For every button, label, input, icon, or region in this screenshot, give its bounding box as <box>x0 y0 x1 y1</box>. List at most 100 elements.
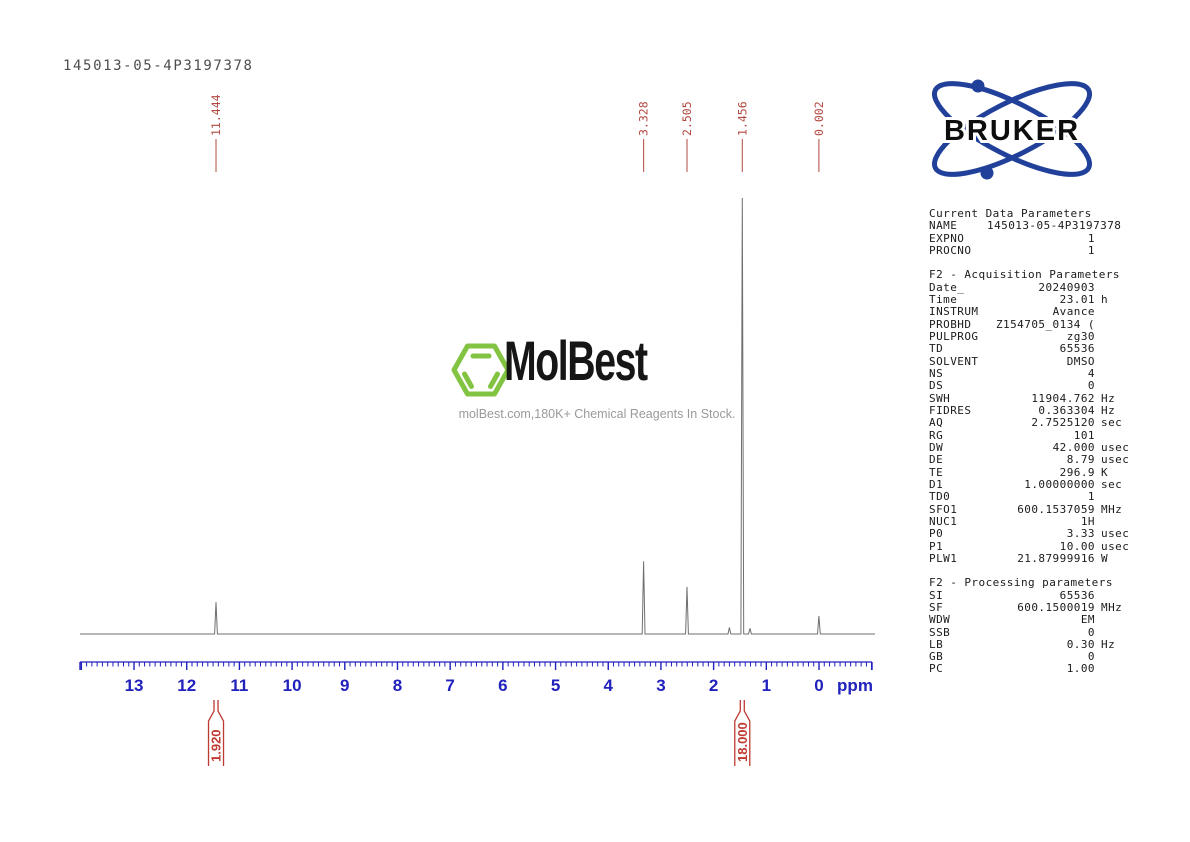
param-row: NUC1 1H <box>929 515 1139 528</box>
param-name: SOLVENT <box>929 354 979 368</box>
param-name: SF <box>929 600 944 614</box>
param-name: PC <box>929 662 944 676</box>
spectrum-trace <box>80 197 875 635</box>
sample-name: 145013-05-4P3197378 <box>63 58 254 74</box>
param-unit <box>1095 343 1139 355</box>
param-value: Avance <box>1052 305 1095 319</box>
param-name: TD <box>929 342 944 356</box>
param-row: INSTRUM Avance <box>929 305 1139 319</box>
param-row: SF 600.1500019 MHz <box>929 600 1139 614</box>
param-name: NAME <box>929 219 958 233</box>
parameter-listing: Current Data Parameters NAME 145013-05-4P3… <box>929 207 1139 676</box>
atom-orbits-icon <box>931 79 1093 180</box>
param-row: PROCNO 1 <box>929 243 1139 257</box>
integral-bracket <box>207 700 225 766</box>
param-unit <box>1095 614 1139 626</box>
param-value: EM <box>1080 613 1095 627</box>
bruker-wordmark: BRUKER <box>944 115 1080 147</box>
param-row: AQ 2.7525120 sec <box>929 416 1139 429</box>
param-unit: Hz <box>1101 391 1116 405</box>
param-unit <box>1095 491 1139 503</box>
param-row: SFO1 600.1537059 MHz <box>929 502 1139 516</box>
param-value: 101 <box>1073 428 1095 442</box>
param-unit: usec <box>1101 453 1130 467</box>
param-name: PLW1 <box>929 551 958 565</box>
param-unit <box>1095 651 1139 663</box>
param-name: PULPROG <box>929 329 979 343</box>
axis-tick-label: 10 <box>283 676 302 695</box>
param-name: INSTRUM <box>929 305 979 319</box>
param-unit: h <box>1101 292 1109 306</box>
param-name: TD0 <box>929 490 951 504</box>
param-row: SSB 0 <box>929 625 1139 639</box>
integral-value: 1.920 <box>209 729 224 762</box>
param-name: GB <box>929 650 944 664</box>
param-unit <box>1095 368 1139 380</box>
param-value: 8.79 <box>1066 453 1095 467</box>
param-value: 10.00 <box>1059 539 1095 553</box>
axis-tick-label: 3 <box>656 676 665 695</box>
param-unit: Hz <box>1101 637 1116 651</box>
param-unit: usec <box>1101 440 1130 454</box>
peak-label: 3.328 <box>637 101 651 136</box>
param-name: NS <box>929 366 944 380</box>
param-row: DE 8.79 usec <box>929 453 1139 467</box>
param-row: NAME 145013-05-4P3197378 <box>929 219 1139 233</box>
axis-tick-label: 13 <box>125 676 144 695</box>
param-unit <box>1095 306 1139 318</box>
axis-tick-label: 6 <box>498 676 507 695</box>
param-value: 1 <box>1087 231 1095 245</box>
param-unit <box>1095 663 1139 675</box>
axis-tick-label: 11 <box>230 676 248 695</box>
param-row: SOLVENT DMSO <box>929 354 1139 368</box>
param-unit: MHz <box>1101 600 1123 614</box>
param-row: TD 65536 <box>929 342 1139 356</box>
param-value: 1 <box>1087 490 1095 504</box>
param-unit: usec <box>1101 527 1130 541</box>
bruker-logo: BRUKER <box>931 79 1093 180</box>
param-value: zg30 <box>1066 329 1095 343</box>
param-unit: K <box>1101 465 1109 479</box>
param-section: F2 - Acquisition Parameters Date_ 20240903… <box>929 268 1139 565</box>
param-value: 296.9 <box>1059 465 1095 479</box>
axis-tick-label: 12 <box>177 676 196 695</box>
param-unit <box>1095 590 1139 602</box>
param-value: 600.1500019 <box>1017 600 1095 614</box>
param-name: SSB <box>929 625 951 639</box>
param-unit <box>1095 245 1139 257</box>
param-value: 0 <box>1087 625 1095 639</box>
param-row: D1 1.00000000 sec <box>929 477 1139 491</box>
axis-tick-label: 1 <box>762 676 771 695</box>
param-section: F2 - Processing parameters SI 65536 SF 600.1… <box>929 576 1139 676</box>
param-name: TE <box>929 465 944 479</box>
param-name: LB <box>929 637 944 651</box>
param-unit: Hz <box>1101 403 1116 417</box>
param-value: 1.00 <box>1066 662 1095 676</box>
param-unit <box>1121 220 1165 232</box>
param-row: SWH 11904.762 Hz <box>929 391 1139 405</box>
param-row: Time 23.01 h <box>929 292 1139 306</box>
param-row: DS 0 <box>929 379 1139 393</box>
integral-value: 18.000 <box>735 722 750 762</box>
param-value: 20240903 <box>1038 280 1095 294</box>
param-value: 42.000 <box>1052 440 1095 454</box>
param-unit: W <box>1101 551 1109 565</box>
param-row: Date_ 20240903 <box>929 280 1139 294</box>
param-value: 23.01 <box>1059 292 1095 306</box>
param-value: 0 <box>1087 379 1095 393</box>
param-name: EXPNO <box>929 231 965 245</box>
param-unit <box>1095 319 1139 331</box>
param-unit <box>1095 356 1139 368</box>
param-value: 0.30 <box>1066 637 1095 651</box>
param-row: P0 3.33 usec <box>929 527 1139 541</box>
param-section: Current Data Parameters NAME 145013-05-4P3… <box>929 207 1139 257</box>
param-name: PROCNO <box>929 243 972 257</box>
param-row: WDW EM <box>929 613 1139 627</box>
axis-tick-label: 5 <box>551 676 560 695</box>
param-unit: sec <box>1101 477 1123 491</box>
param-name: FIDRES <box>929 403 972 417</box>
param-name: PROBHD <box>929 317 972 331</box>
param-name: SFO1 <box>929 502 958 516</box>
axis-unit-label: ppm <box>837 676 873 695</box>
param-value: 3.33 <box>1066 527 1095 541</box>
